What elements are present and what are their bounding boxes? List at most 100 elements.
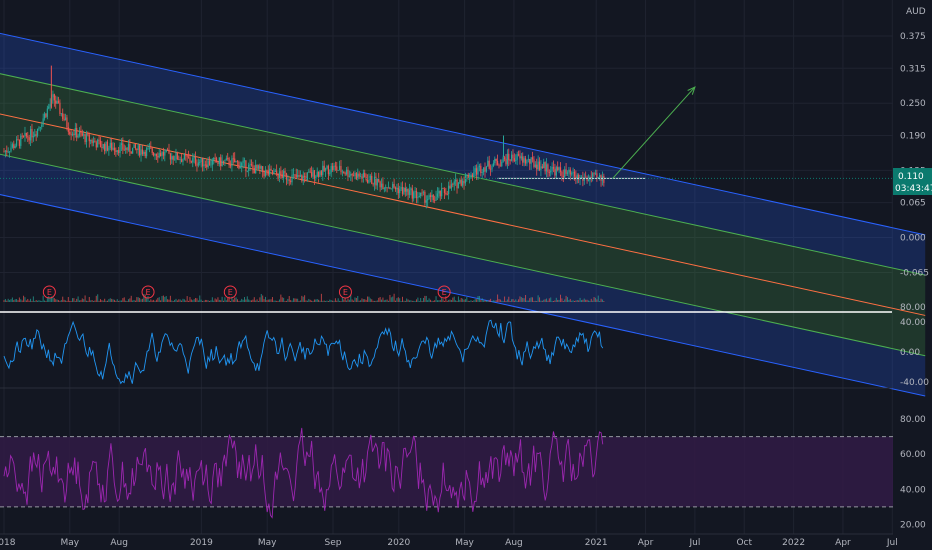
- volume-bar: [569, 298, 571, 302]
- candle-body: [99, 140, 102, 148]
- volume-bar: [31, 300, 33, 302]
- candle-body: [442, 188, 444, 189]
- candle-body: [376, 178, 378, 186]
- volume-bar: [3, 300, 5, 302]
- candle-body: [204, 164, 206, 166]
- volume-bar: [48, 296, 50, 302]
- candle-body: [192, 158, 194, 163]
- candle-body: [297, 175, 299, 178]
- candle-body: [469, 178, 471, 180]
- candle-body: [179, 159, 181, 161]
- volume-bar: [35, 300, 37, 302]
- candle-body: [76, 127, 78, 138]
- price-axis[interactable]: 0.3750.3150.2500.1900.1250.0650.000-0.06…: [900, 32, 929, 530]
- candle-body: [336, 166, 338, 171]
- volume-bar: [294, 298, 296, 302]
- candle-body: [35, 134, 37, 136]
- volume-bar: [46, 297, 48, 302]
- candle-body: [453, 181, 455, 185]
- candle-body: [394, 187, 397, 190]
- volume-bar: [408, 300, 410, 302]
- candle-body: [141, 149, 144, 155]
- volume-bar: [94, 300, 96, 302]
- volume-bar: [32, 296, 34, 302]
- volume-bar: [162, 295, 164, 302]
- volume-bar: [344, 297, 346, 302]
- candle-body: [17, 139, 19, 141]
- volume-bar: [277, 300, 279, 302]
- volume-bar: [115, 300, 117, 302]
- volume-bar: [37, 300, 39, 302]
- candle-body: [147, 147, 149, 149]
- candle-body: [238, 161, 240, 169]
- candle-body: [154, 153, 156, 156]
- volume-bar: [202, 300, 204, 302]
- candle-body: [537, 161, 539, 170]
- volume-bar: [568, 300, 570, 302]
- volume-bar: [255, 300, 257, 302]
- volume-bar: [322, 300, 324, 302]
- volume-bar: [129, 298, 131, 302]
- candle-body: [344, 173, 346, 175]
- volume-bar: [313, 299, 315, 302]
- candle-body: [333, 165, 335, 170]
- volume-bar: [520, 297, 522, 302]
- volume-bar: [292, 298, 294, 302]
- candle-body: [83, 134, 85, 136]
- earnings-marker: [223, 285, 237, 299]
- volume-bar: [491, 300, 493, 302]
- candle-body: [329, 172, 331, 175]
- volume-bar: [399, 298, 401, 302]
- candle-body: [341, 171, 343, 173]
- volume-bar: [109, 298, 111, 302]
- volume-bar: [122, 298, 124, 302]
- price-tick-label: 0.250: [900, 99, 926, 109]
- candle-body: [235, 161, 237, 163]
- volume-bar: [39, 300, 41, 302]
- time-tick-label: 2019: [190, 538, 213, 548]
- candle-body: [448, 185, 450, 195]
- volume-bar: [234, 297, 236, 302]
- candle-body: [52, 94, 54, 98]
- candle-body: [561, 171, 563, 176]
- candle-body: [21, 135, 23, 137]
- candle-body: [543, 162, 545, 169]
- volume-bar: [21, 300, 23, 302]
- volume-bar: [499, 299, 501, 302]
- candle-body: [338, 165, 341, 170]
- volume-bar: [186, 296, 188, 302]
- candle-body: [291, 174, 293, 183]
- volume-bar: [551, 300, 553, 302]
- candle-body: [67, 127, 69, 132]
- time-axis[interactable]: 2018 May Aug 2019 May Sep 2020 May Aug 2021 Apr Jul…: [0, 533, 898, 548]
- candle-body: [410, 188, 412, 191]
- earnings-marker-label: E: [228, 288, 233, 297]
- candle-body: [252, 165, 254, 168]
- candle-body: [38, 127, 40, 129]
- volume-bar: [181, 300, 183, 302]
- volume-bar: [287, 298, 289, 302]
- volume-bar: [422, 297, 424, 302]
- candle-body: [386, 187, 388, 189]
- volume-bar: [274, 300, 276, 302]
- volume-bar: [56, 299, 58, 302]
- volume-bar: [539, 297, 541, 302]
- volume-bar: [368, 296, 370, 302]
- price-tag-countdown: 03:43:47: [895, 184, 932, 194]
- candle-body: [95, 142, 97, 148]
- candle-body: [56, 101, 58, 104]
- volume-bar: [597, 295, 599, 302]
- volume-bar: [590, 298, 592, 302]
- volume-bar: [214, 298, 216, 302]
- volume-bar: [309, 299, 311, 302]
- volume-bar: [388, 300, 390, 302]
- candle-body: [232, 158, 234, 160]
- volume-bar: [301, 295, 303, 302]
- candle-body: [478, 165, 481, 167]
- volume-bar: [270, 299, 272, 302]
- volume-bar: [207, 300, 209, 302]
- volume-bar: [137, 297, 139, 302]
- candle-body: [495, 158, 497, 161]
- candle-body: [6, 150, 8, 153]
- volume-bar: [221, 296, 223, 302]
